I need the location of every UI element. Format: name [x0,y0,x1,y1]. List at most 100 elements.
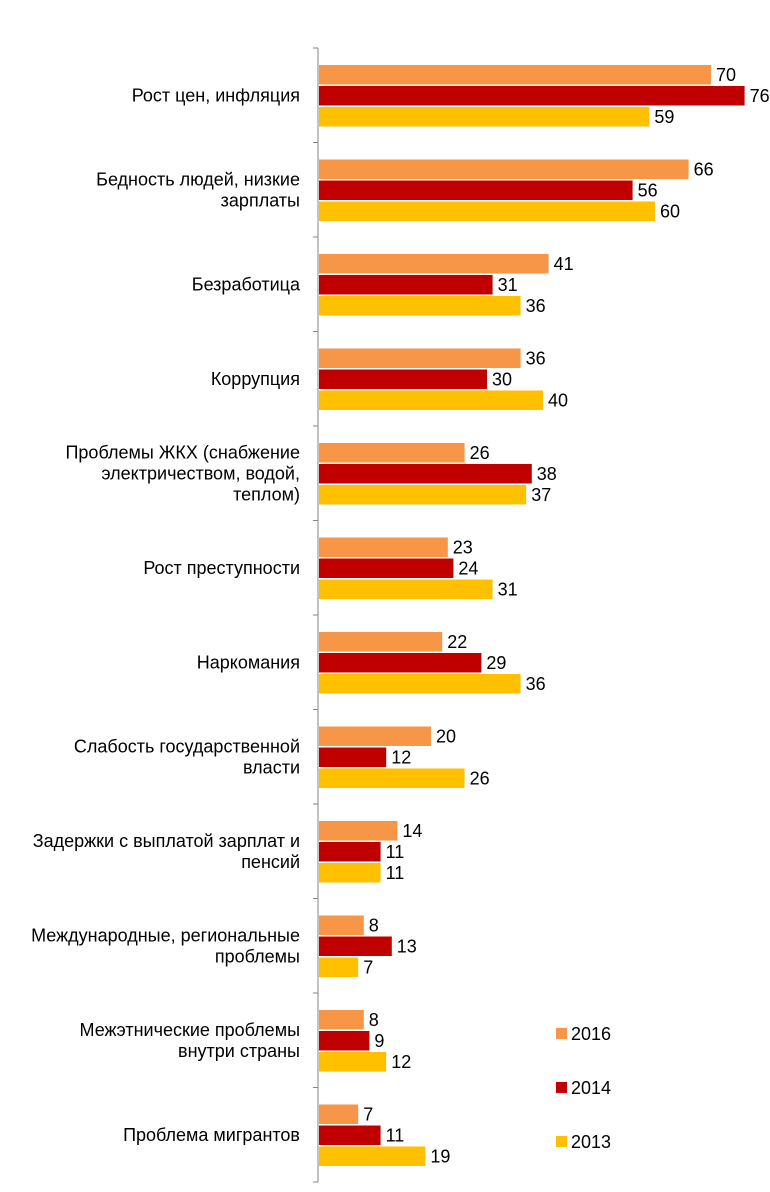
legend-swatch-2013 [556,1136,567,1147]
bar-2014 [319,369,487,389]
bar-2016 [319,821,398,841]
bar-2014 [319,180,633,200]
bar-2014 [319,936,392,956]
data-label: 7 [363,958,373,978]
category-label-line: проблемы [215,946,300,966]
bar-2014 [319,1031,370,1051]
legend-label: 2014 [571,1078,611,1098]
data-label: 20 [436,727,456,747]
bar-2016 [319,159,689,179]
data-label: 11 [386,842,405,862]
category-label-line: Коррупция [211,369,300,389]
bar-2013 [319,296,521,316]
category-label: Рост цен, инфляция [132,85,300,105]
data-label: 12 [391,748,411,768]
data-label: 66 [694,160,714,180]
data-label: 11 [386,863,405,883]
bar-2016 [319,254,549,274]
bar-2016 [319,1010,364,1030]
bar-2016 [319,632,443,652]
bar-2013 [319,201,655,221]
category-label-line: Рост преступности [143,558,300,578]
bar-2014 [319,558,454,578]
data-label: 56 [638,181,658,201]
bar-2013 [319,1052,387,1072]
category-label: Проблема мигрантов [123,1125,300,1145]
data-label: 26 [470,443,490,463]
category-label-line: Рост цен, инфляция [132,85,300,105]
category-label-line: зарплаты [221,190,300,210]
category-label-line: Проблемы ЖКХ (снабжение [65,442,300,462]
bar-2013 [319,579,493,599]
legend-label: 2016 [571,1024,611,1044]
bar-2013 [319,485,527,505]
data-label: 31 [498,275,518,295]
bar-2014 [319,1125,381,1145]
bar-2016 [319,65,711,85]
bar-2016 [319,348,521,368]
legend-swatch-2014 [556,1082,567,1093]
category-label-line: пенсий [241,852,300,872]
bar-2013 [319,390,543,410]
bar-2013 [319,107,650,127]
data-label: 41 [554,254,574,274]
data-label: 14 [402,821,422,841]
data-label: 76 [750,86,770,106]
data-label: 40 [548,391,568,411]
legend: 2016 2014 2013 [556,1024,611,1152]
category-label: Коррупция [211,369,300,389]
data-label: 29 [486,653,506,673]
category-label-line: теплом) [233,484,300,504]
data-label: 38 [537,464,557,484]
bar-2016 [319,443,465,463]
bar-2014 [319,86,745,106]
category-label-line: Проблема мигрантов [123,1125,300,1145]
axis-layer [313,47,319,1183]
category-label: Слабость государственной власти [74,736,300,777]
bar-2014 [319,747,387,767]
bar-2016 [319,726,431,746]
bar-2013 [319,1146,426,1166]
data-label: 36 [526,349,546,369]
bar-2013 [319,768,465,788]
data-label: 9 [374,1031,384,1051]
data-label: 7 [363,1105,373,1125]
category-label-line: Наркомания [197,652,300,672]
data-label: 8 [369,1010,379,1030]
bar-2014 [319,653,482,673]
data-label: 59 [654,107,674,127]
data-label: 11 [386,1126,405,1146]
category-label-line: электричеством, водой, [101,463,300,483]
category-label: Международные, региональные проблемы [31,925,300,966]
data-label: 26 [470,769,490,789]
category-label: Наркомания [197,652,300,672]
category-label-line: Слабость государственной [74,736,300,756]
data-label: 8 [369,916,379,936]
data-label: 19 [430,1147,450,1167]
category-label: Межэтнические проблемы внутри страны [80,1020,301,1061]
category-label: Задержки с выплатой зарплат и пенсий [33,831,300,872]
data-label: 24 [458,559,478,579]
bar-2016 [319,1104,359,1124]
legend-swatch-2016 [556,1028,567,1039]
bar-2016 [319,915,364,935]
data-label: 12 [391,1052,411,1072]
data-label: 36 [526,674,546,694]
bars [319,65,745,1166]
category-label-line: власти [243,757,300,777]
data-label: 22 [447,632,467,652]
data-label: 60 [660,202,680,222]
data-label: 30 [492,370,512,390]
bar-2013 [319,957,359,977]
category-label-line: Безработица [192,274,301,294]
category-label-line: Бедность людей, низкие [96,169,300,189]
data-label: 37 [531,485,551,505]
bar-2014 [319,842,381,862]
data-label: 31 [498,580,518,600]
category-label-line: Межэтнические проблемы [80,1020,301,1040]
bar-2014 [319,464,532,484]
category-label: Рост преступности [143,558,300,578]
data-label: 70 [716,65,736,85]
